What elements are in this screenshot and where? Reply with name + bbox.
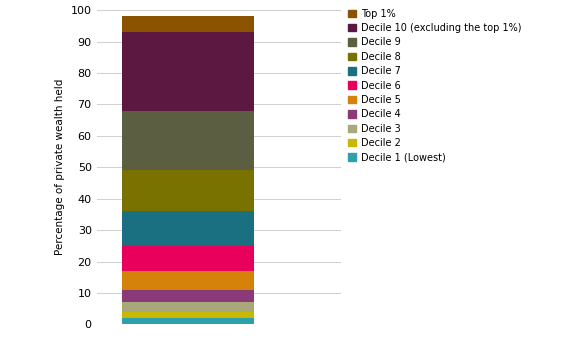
Bar (122, 32, 254, 111)
Bar (122, 318, 254, 324)
Y-axis label: Percentage of private wealth held: Percentage of private wealth held (55, 79, 65, 256)
Bar (122, 246, 254, 271)
Bar (122, 17, 254, 32)
Bar (122, 211, 254, 246)
Legend: Top 1%, Decile 10 (excluding the top 1%), Decile 9, Decile 8, Decile 7, Decile 6: Top 1%, Decile 10 (excluding the top 1%)… (348, 9, 521, 163)
Bar (122, 271, 254, 290)
Bar (122, 170, 254, 211)
Bar (122, 290, 254, 303)
Bar (122, 111, 254, 170)
Bar (122, 303, 254, 312)
Bar (122, 312, 254, 318)
